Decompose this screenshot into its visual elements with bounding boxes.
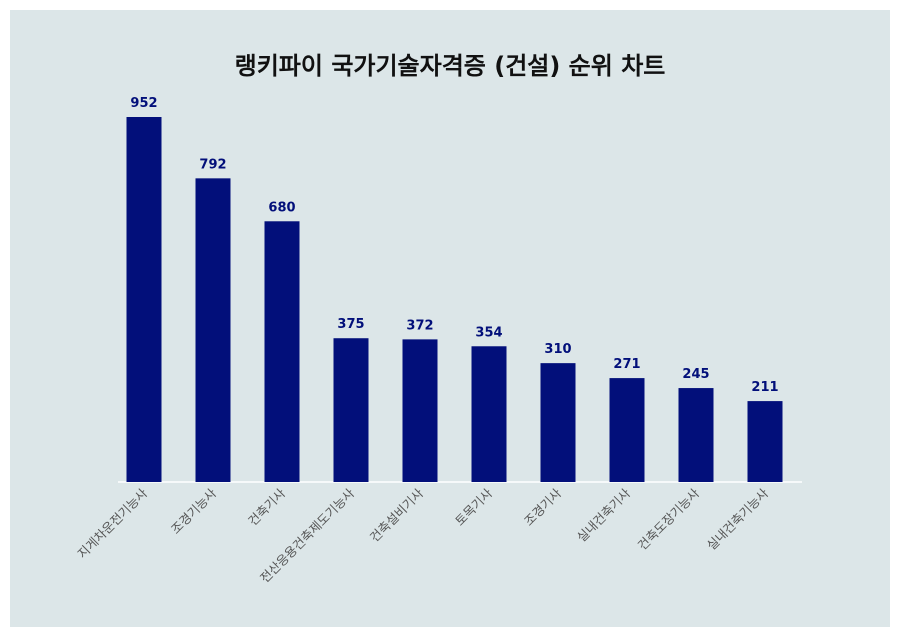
data-label: 680	[268, 200, 295, 215]
data-label: 245	[682, 367, 709, 382]
x-tick-label: 건축기사	[245, 485, 288, 528]
bar	[264, 221, 300, 483]
bar	[747, 401, 783, 482]
data-label: 354	[475, 325, 502, 340]
bar	[402, 339, 438, 482]
bar	[126, 117, 162, 482]
data-label: 372	[406, 318, 433, 333]
data-label: 375	[337, 317, 364, 332]
x-tick-label: 조경기능사	[168, 485, 220, 537]
x-tick-label: 조경기사	[521, 485, 564, 528]
x-tick-label: 실내건축기사	[574, 485, 634, 545]
chart-title: 랭키파이 국가기술자격증 (건설) 순위 차트	[235, 52, 666, 80]
bar	[678, 388, 714, 482]
x-tick-label: 토목기사	[452, 485, 495, 528]
data-label: 211	[751, 380, 778, 395]
bar	[195, 178, 231, 482]
x-tick-label: 건축설비기사	[367, 485, 427, 545]
data-label: 310	[544, 342, 571, 357]
data-label: 952	[130, 96, 157, 111]
x-tick-label: 건축도장기능사	[635, 485, 703, 553]
bar	[333, 338, 369, 482]
x-tick-label: 실내건축기능사	[704, 485, 772, 553]
x-tick-label: 지게차운전기능사	[74, 485, 150, 561]
bar	[540, 363, 576, 482]
bar	[471, 346, 507, 482]
bar	[609, 378, 645, 482]
data-label: 792	[199, 157, 226, 172]
data-label: 271	[613, 357, 640, 372]
